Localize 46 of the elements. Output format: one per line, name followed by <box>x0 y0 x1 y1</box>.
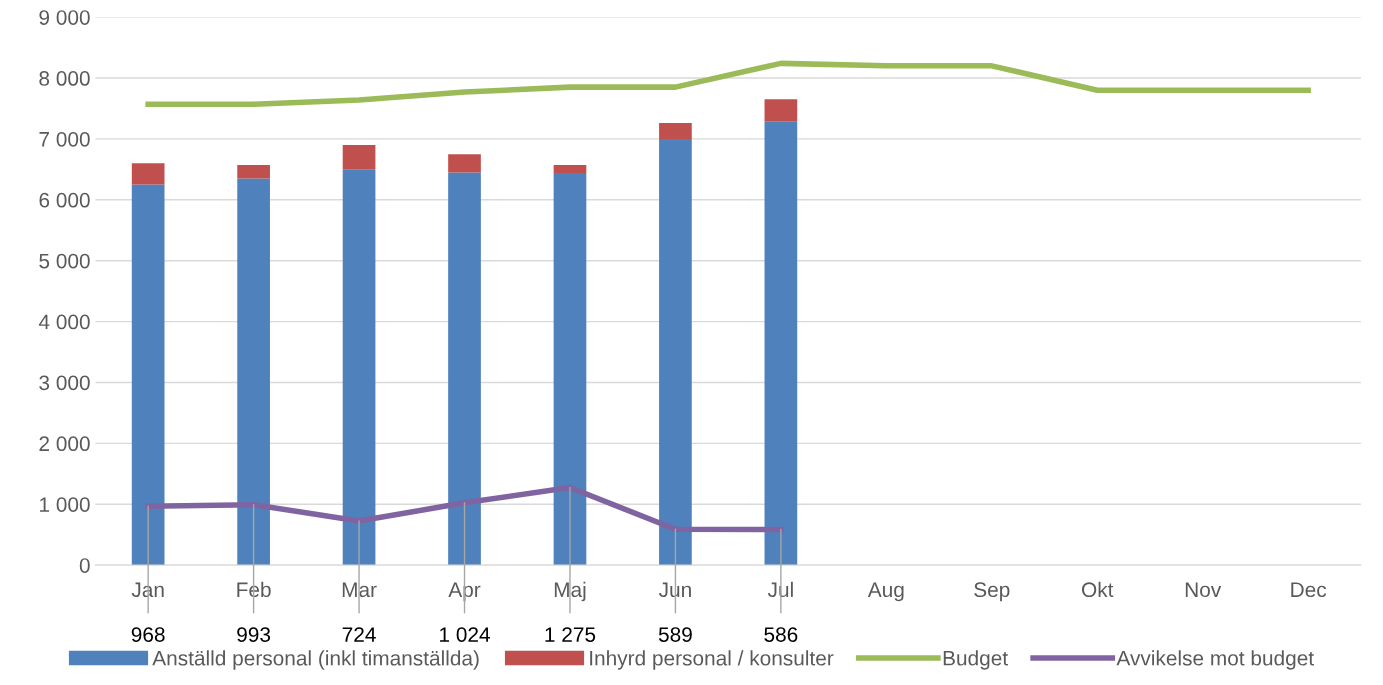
bar <box>764 121 798 566</box>
bar <box>659 138 692 566</box>
x-tick-label: Aug <box>867 582 904 602</box>
y-tick-label: 6 000 <box>39 192 90 208</box>
x-tick-label: Nov <box>1185 582 1222 598</box>
data-label: 1 024 <box>440 627 490 642</box>
data-label: 589 <box>658 627 692 642</box>
y-tick-label: 0 <box>79 558 90 573</box>
x-tick-label: Mar <box>342 582 377 598</box>
x-tick-label: Maj <box>554 581 586 602</box>
data-label: 586 <box>764 627 798 642</box>
bar <box>659 123 692 139</box>
y-tick-label: 9 000 <box>39 10 90 25</box>
legend-label: Inhyrd personal / konsulter <box>590 650 834 670</box>
y-tick-label: 3 000 <box>39 375 90 391</box>
y-tick-label: 5 000 <box>39 253 90 269</box>
y-tick-label: 8 000 <box>39 71 90 86</box>
legend-label: Budget <box>943 650 1008 670</box>
legend-label: Avvikelse mot budget <box>1116 650 1314 670</box>
data-label: 724 <box>342 627 376 642</box>
bar <box>237 165 270 179</box>
y-tick-label: 7 000 <box>39 131 90 147</box>
data-label: 968 <box>131 627 165 642</box>
bar <box>764 99 798 122</box>
data-label: 993 <box>237 627 271 642</box>
bar <box>237 178 270 566</box>
x-tick-label: Jan <box>131 582 164 598</box>
y-tick-label: 4 000 <box>38 314 90 330</box>
data-label: 1 275 <box>545 627 596 642</box>
x-tick-label: Dec <box>1291 582 1327 598</box>
legend-label: Anställd personal (inkl timanställda) <box>152 650 479 670</box>
x-tick-label: Okt <box>1082 581 1114 598</box>
x-tick-label: Sep <box>974 582 1010 602</box>
bar <box>448 172 481 566</box>
bar <box>553 173 587 566</box>
y-tick-label: 2 000 <box>39 436 90 452</box>
bar <box>553 165 587 173</box>
bar <box>342 144 376 170</box>
bar <box>448 154 481 173</box>
bar <box>131 163 165 185</box>
x-tick-label: Jun <box>658 582 691 598</box>
bar <box>131 184 165 566</box>
x-tick-label: Jul <box>767 581 793 598</box>
y-tick-label: 1 000 <box>40 497 90 512</box>
bar <box>342 169 376 566</box>
x-tick-label: Feb <box>237 581 271 598</box>
